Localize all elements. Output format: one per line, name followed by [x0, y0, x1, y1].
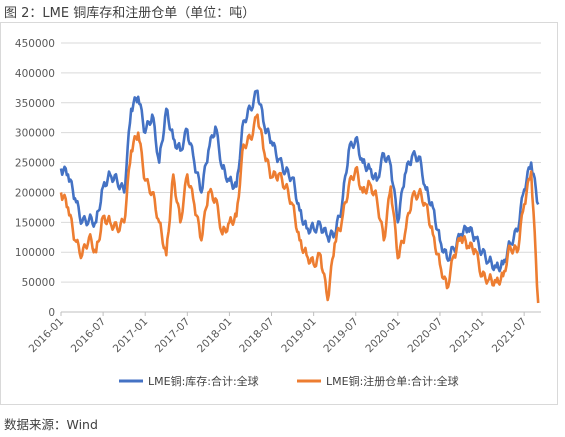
series-line-stock — [59, 89, 540, 273]
y-tick-label: 200000 — [15, 187, 55, 199]
x-tick-label: 2016-01 — [27, 316, 67, 356]
x-tick-label: 2020-01 — [363, 316, 403, 356]
y-tick-label: 100000 — [15, 247, 55, 259]
x-tick-label: 2018-01 — [195, 316, 235, 356]
series-lines — [59, 89, 540, 304]
x-axis-tick-labels: 2016-01 2016-07 2017-01 2017-07 2018-01 2018-… — [27, 316, 530, 356]
y-tick-label: 300000 — [15, 128, 55, 140]
line-chart: 0 50000 100000 150000 200000 250000 300000 3500… — [15, 38, 541, 388]
x-tick-label: 2019-01 — [279, 316, 319, 356]
y-tick-label: 450000 — [15, 38, 55, 50]
x-tick-label: 2016-07 — [69, 316, 109, 356]
y-axis-tick-labels: 0 50000 100000 150000 200000 250000 300000 3500… — [15, 38, 55, 319]
x-tick-label: 2021-01 — [448, 316, 488, 356]
x-tick-label: 2017-07 — [153, 316, 193, 356]
y-tick-label: 350000 — [15, 98, 55, 110]
legend-label: LME铜:库存:合计:全球 — [148, 374, 259, 388]
y-tick-label: 250000 — [15, 158, 55, 170]
chart-frame: 0 50000 100000 150000 200000 250000 300000 3500… — [0, 22, 558, 405]
figure-title: 图 2：LME 铜库存和注册仓单（单位：吨） — [4, 6, 256, 21]
y-tick-label: 150000 — [15, 217, 55, 229]
x-tick-label: 2020-07 — [406, 316, 446, 356]
y-tick-label: 50000 — [22, 277, 55, 289]
grid-lines — [60, 42, 541, 316]
y-tick-label: 400000 — [15, 68, 55, 80]
x-tick-label: 2017-01 — [111, 316, 151, 356]
x-tick-label: 2019-07 — [321, 316, 361, 356]
chart-legend: LME铜:库存:合计:全球 LME铜:注册仓单:合计:全球 — [119, 374, 459, 388]
x-tick-label: 2018-07 — [237, 316, 277, 356]
x-tick-label: 2021-07 — [490, 316, 530, 356]
legend-label: LME铜:注册仓单:合计:全球 — [326, 374, 459, 388]
data-source-note: 数据来源：Wind — [4, 417, 98, 432]
y-tick-label: 0 — [48, 307, 55, 319]
series-line-warrants — [59, 113, 540, 304]
